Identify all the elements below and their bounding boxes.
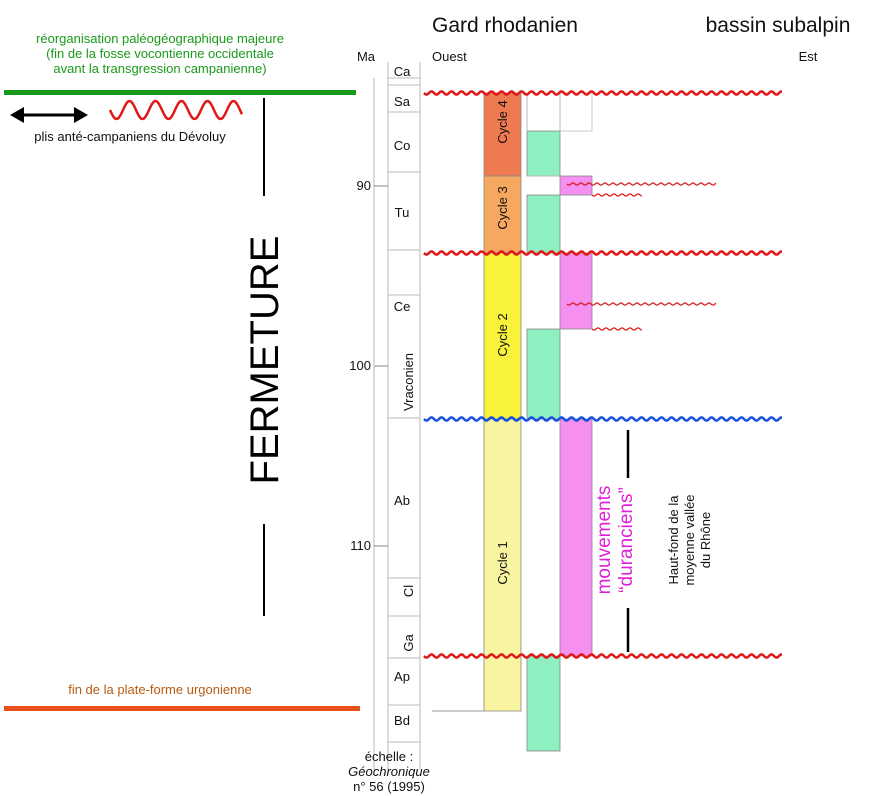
reorg-text-line3: avant la transgression campanienne) bbox=[53, 61, 266, 76]
green-bar-middle bbox=[526, 194, 561, 254]
stage-label-vraconien: Vraconien bbox=[401, 353, 416, 411]
stage-label-bd: Bd bbox=[394, 713, 410, 728]
mouvements-text-line2: “duranciens” bbox=[616, 487, 637, 593]
stage-label-cl: Cl bbox=[401, 585, 416, 597]
haut-fond-text-line1: Haut-fond de la bbox=[666, 495, 681, 585]
green-bar-lower bbox=[526, 328, 561, 420]
reorg-text-line2: (fin de la fosse vocontienne occidentale bbox=[46, 46, 274, 61]
mouvements-text-line1: mouvements bbox=[594, 486, 615, 595]
cycle-2-label: Cycle 2 bbox=[495, 313, 510, 356]
stage-label-sa: Sa bbox=[394, 94, 411, 109]
green-bar-upper bbox=[526, 130, 561, 177]
stage-label-ga: Ga bbox=[401, 634, 416, 652]
geochronique-text: Géochronique bbox=[348, 764, 430, 779]
green-horizon-line bbox=[4, 90, 356, 95]
tick-label: 90 bbox=[357, 178, 371, 193]
cycle-3-label: Cycle 3 bbox=[495, 186, 510, 229]
red-wave-gargasian bbox=[423, 653, 782, 659]
empty-box-top bbox=[559, 92, 593, 132]
stage-column: Ca Sa Co Tu Ce Vraconien Ab Cl Ga Ap Bd bbox=[388, 64, 420, 743]
stage-label-tu: Tu bbox=[395, 205, 410, 220]
tick-label: 110 bbox=[350, 538, 371, 553]
stage-label-ce: Ce bbox=[394, 299, 411, 314]
time-axis bbox=[373, 62, 421, 770]
blue-wave-vraconian bbox=[423, 416, 782, 422]
small-wave-2 bbox=[591, 193, 643, 197]
red-wave-turonian bbox=[423, 250, 782, 256]
time-ticks: 90 100 110 bbox=[349, 178, 388, 553]
stage-label-ca: Ca bbox=[394, 64, 411, 79]
fold-wave-icon bbox=[108, 99, 244, 121]
fermeture-label: FERMETURE bbox=[243, 236, 287, 485]
cycle-3-bar bbox=[483, 175, 522, 254]
fin-plateforme-text: fin de la plate-forme urgonienne bbox=[68, 682, 252, 697]
cycle-4-bar bbox=[483, 92, 522, 177]
small-wave-3 bbox=[566, 302, 717, 306]
cycle-1-label: Cycle 1 bbox=[495, 541, 510, 584]
haut-fond-text-line3: du Rhône bbox=[698, 512, 713, 568]
ma-label: Ma bbox=[357, 49, 376, 64]
plis-text: plis anté-campaniens du Dévoluy bbox=[34, 129, 226, 144]
haut-fond-text-line2: moyenne vallée bbox=[682, 494, 697, 585]
stage-label-co: Co bbox=[394, 138, 411, 153]
double-arrow-icon bbox=[10, 107, 88, 123]
magenta-bar-lower bbox=[559, 418, 593, 657]
title-bassin-subalpin: bassin subalpin bbox=[706, 14, 851, 37]
orange-horizon-line bbox=[4, 706, 360, 711]
small-wave-4 bbox=[591, 327, 643, 331]
est-label: Est bbox=[799, 49, 818, 64]
tick-label: 100 bbox=[349, 358, 371, 373]
magenta-bar-upper bbox=[559, 175, 593, 196]
title-gard-rhodanien: Gard rhodanien bbox=[432, 14, 578, 37]
numero-text: n° 56 (1995) bbox=[353, 779, 425, 794]
stage-label-ab: Ab bbox=[394, 493, 410, 508]
small-wave-1 bbox=[566, 182, 717, 186]
cycle-4-label: Cycle 4 bbox=[495, 100, 510, 143]
echelle-text: échelle : bbox=[365, 749, 413, 764]
red-wave-santonian bbox=[423, 90, 782, 96]
magenta-bar-middle bbox=[559, 252, 593, 330]
stage-label-ap: Ap bbox=[394, 669, 410, 684]
reorg-text-line1: réorganisation paléogéographique majeure bbox=[36, 31, 284, 46]
green-bar-bottom bbox=[526, 655, 561, 752]
ouest-label: Ouest bbox=[432, 49, 467, 64]
